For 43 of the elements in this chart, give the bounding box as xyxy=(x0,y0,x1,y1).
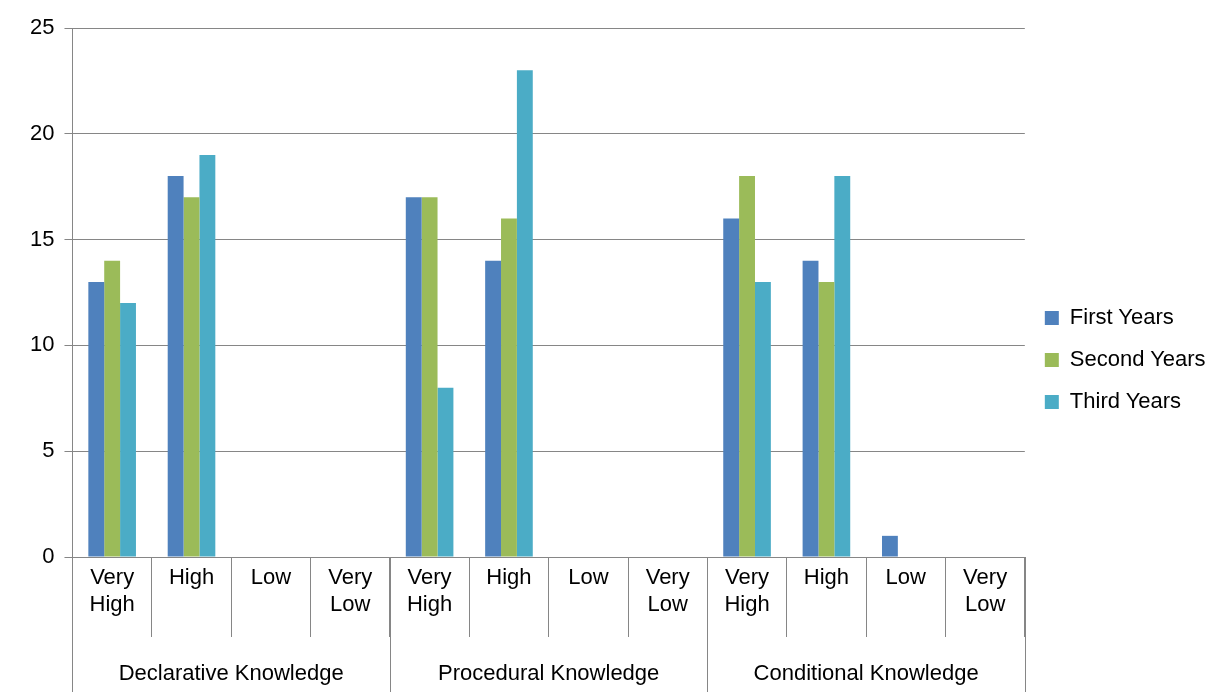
y-tick-label: 10 xyxy=(29,331,55,357)
x-tick-label: Low xyxy=(250,564,292,590)
bar xyxy=(437,387,454,557)
bar xyxy=(120,303,136,557)
y-tick-label: 5 xyxy=(42,437,55,463)
bar xyxy=(723,218,740,557)
x-tick-label: High xyxy=(168,564,215,590)
x-tick-label: Very Low xyxy=(645,564,690,616)
x-tick-label: Very High xyxy=(406,564,453,616)
legend-label: Third Years xyxy=(1069,388,1182,414)
x-tick-label: Very Low xyxy=(328,564,373,616)
bar xyxy=(834,176,851,557)
y-tick-label: 20 xyxy=(29,119,55,145)
y-tick-label: 15 xyxy=(29,225,55,251)
bar xyxy=(881,535,898,557)
x-tick-label: Very High xyxy=(89,564,135,616)
bar xyxy=(516,70,533,557)
legend-label: First Years xyxy=(1069,304,1174,330)
x-tick-label: Low xyxy=(568,564,609,590)
bar xyxy=(818,281,835,557)
bar xyxy=(485,260,502,557)
bar xyxy=(88,281,105,557)
legend-label: Second Years xyxy=(1069,346,1206,372)
x-tick-label: Very Low xyxy=(963,564,1008,616)
bar xyxy=(739,176,755,557)
bar xyxy=(167,176,184,557)
bar xyxy=(183,197,200,557)
bar xyxy=(754,281,771,557)
bar xyxy=(421,197,438,557)
bar xyxy=(405,197,422,557)
x-tick-label: Very High xyxy=(724,564,770,616)
bar xyxy=(501,218,517,557)
text: Declarative Knowledge xyxy=(118,660,344,686)
x-tick-label: Low xyxy=(885,564,927,590)
bar xyxy=(802,260,819,557)
y-tick-label: 25 xyxy=(29,14,55,40)
text: Conditional Knowledge xyxy=(753,660,979,686)
x-tick-label: High xyxy=(803,564,850,590)
bar xyxy=(199,154,216,557)
y-tick-label: 0 xyxy=(42,543,55,569)
bar xyxy=(104,260,121,557)
x-tick-label: High xyxy=(486,564,532,590)
text: Procedural Knowledge xyxy=(437,660,660,686)
